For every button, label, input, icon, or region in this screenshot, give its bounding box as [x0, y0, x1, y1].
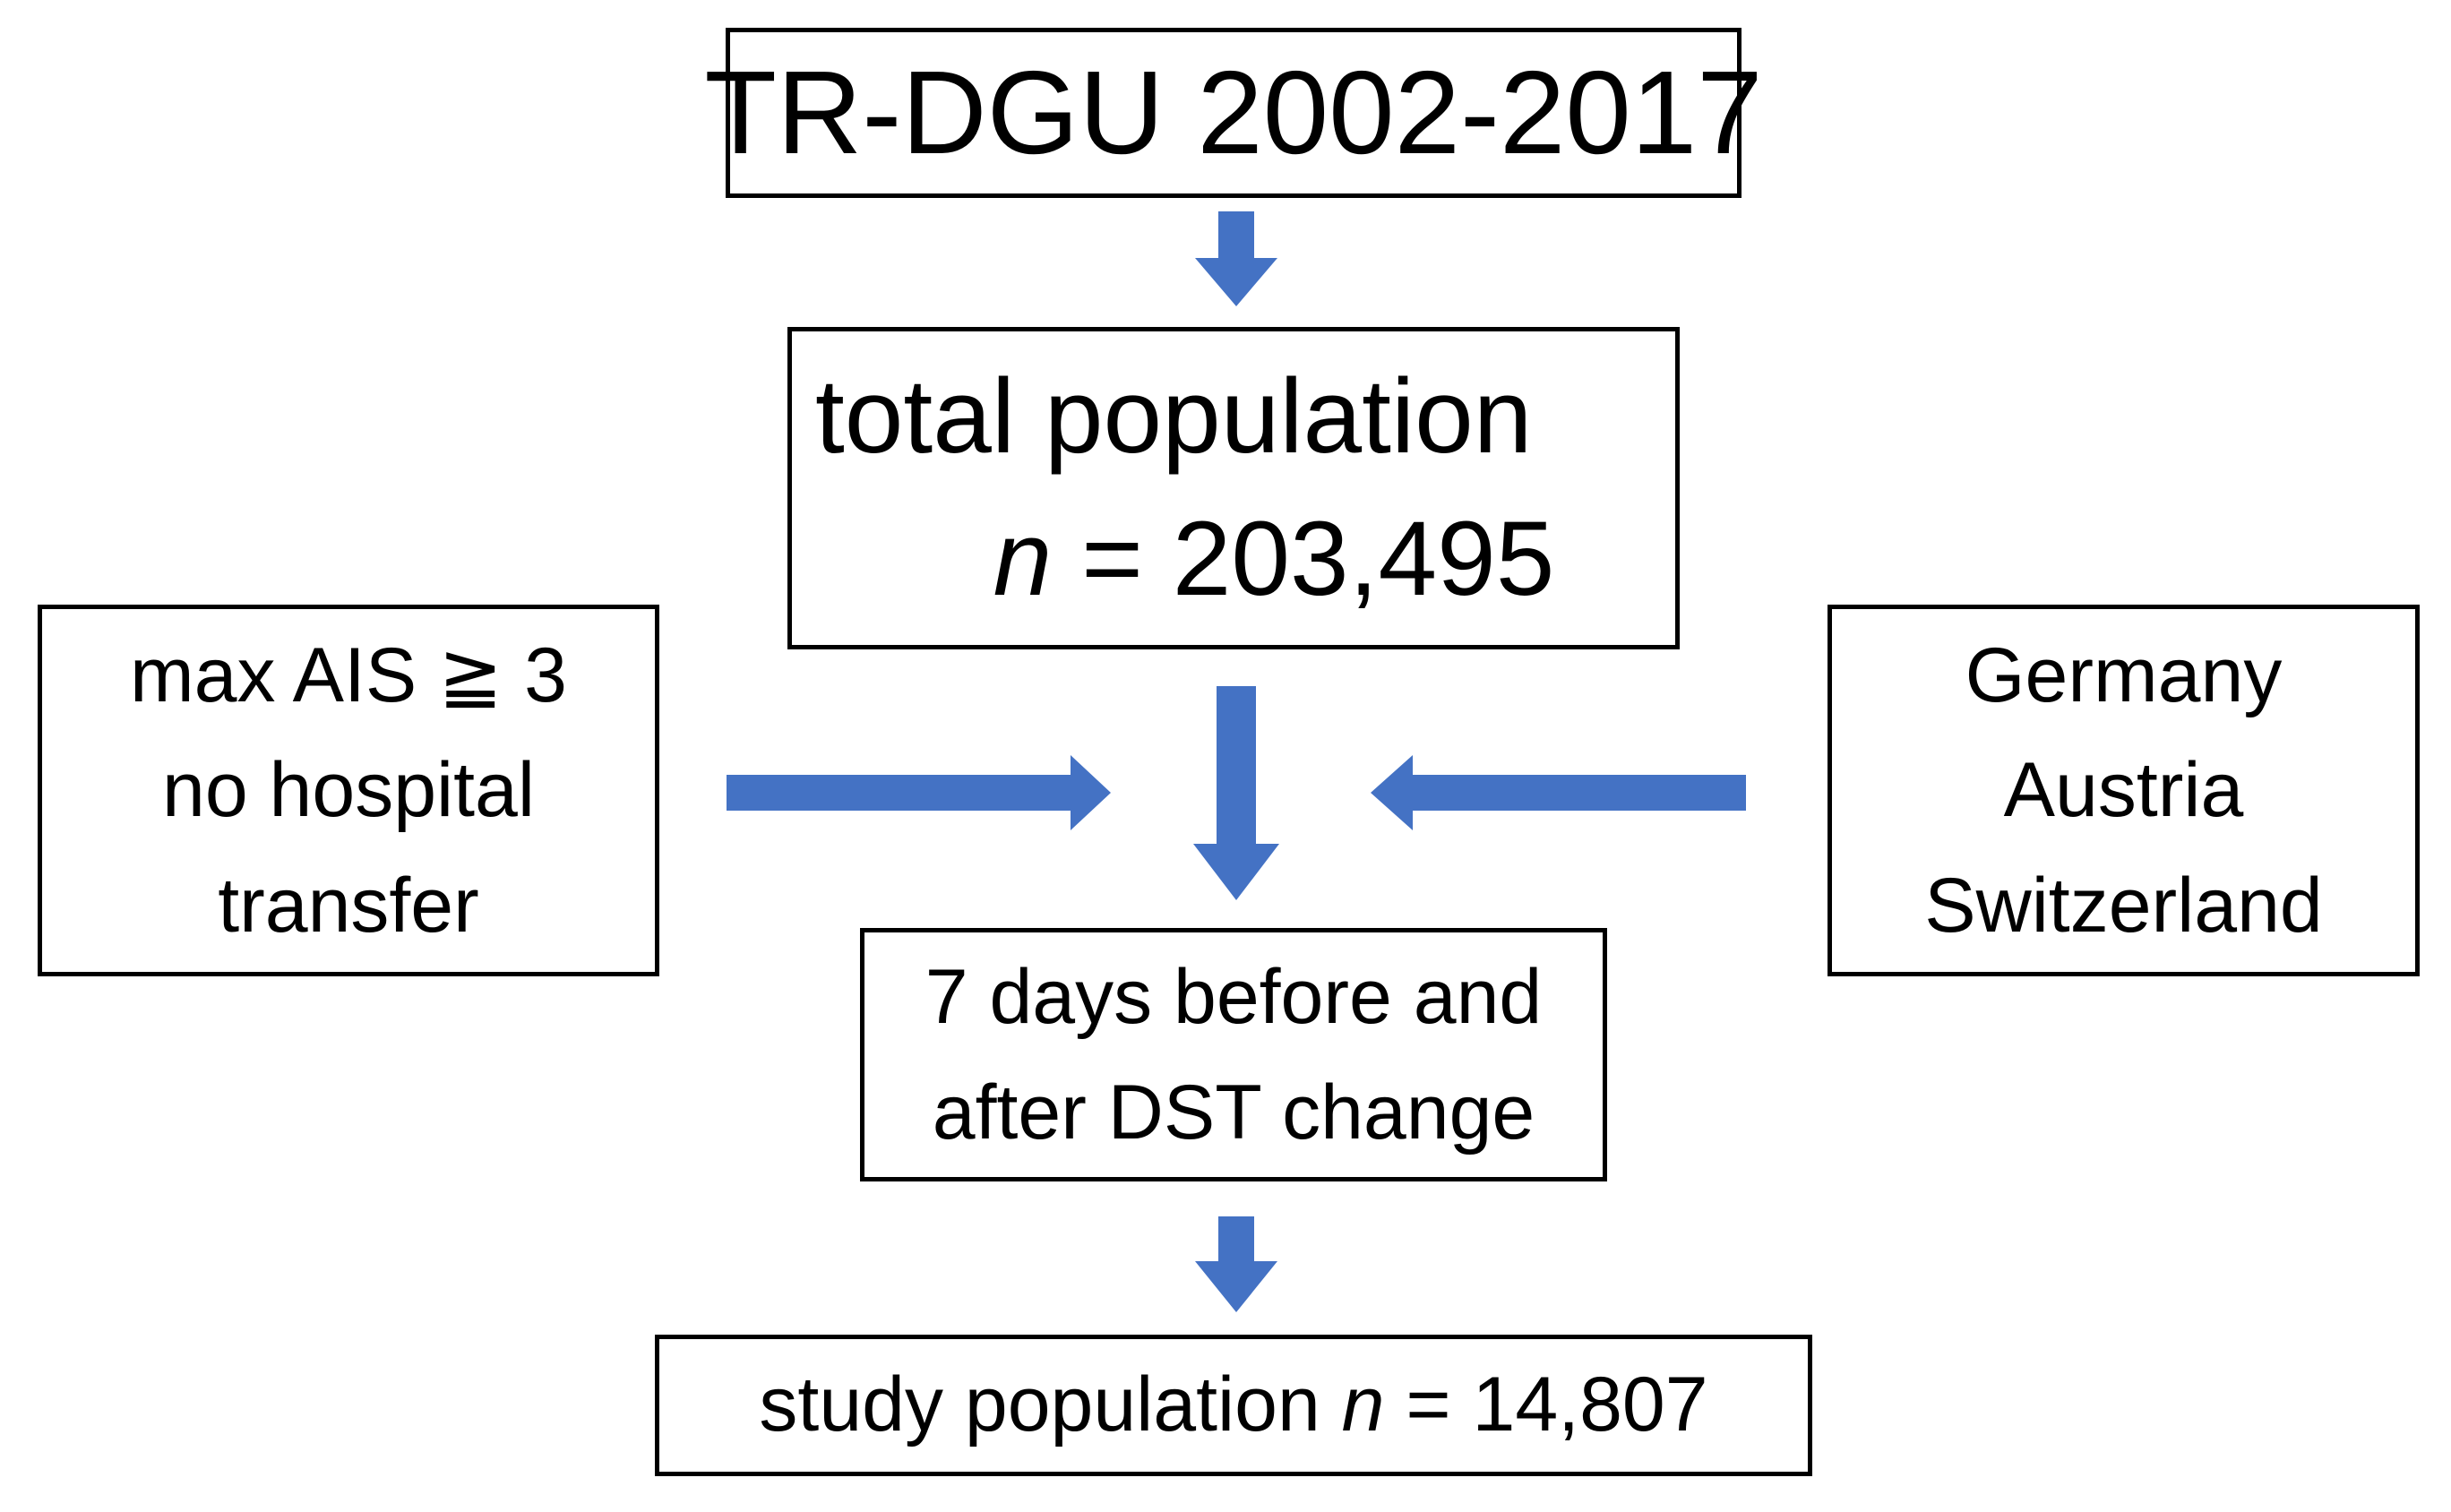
countries-box: Germany Austria Switzerland: [1828, 605, 2420, 976]
country-line: Switzerland: [1924, 862, 2323, 949]
total-population-n-value: = 203,495: [1052, 500, 1555, 618]
arrow-down-total-to-dst: [1193, 686, 1279, 900]
study-population-label: study population: [759, 1362, 1342, 1448]
country-line: Austria: [2003, 747, 2244, 834]
registry-label: TR-DGU 2002-2017: [704, 47, 1763, 179]
dst-window-line: 7 days before and: [924, 954, 1543, 1041]
total-population-label: total population: [815, 357, 1533, 476]
study-population-n-value: = 14,807: [1384, 1362, 1708, 1448]
total-population-n-symbol: n: [993, 500, 1053, 618]
inclusion-criteria-line: transfer: [218, 862, 479, 949]
inclusion-criteria-line: no hospital: [162, 747, 535, 834]
arrow-down-dst-to-study: [1195, 1216, 1277, 1312]
registry-box: TR-DGU 2002-2017: [704, 28, 1763, 198]
arrow-down-registry-to-total: [1195, 211, 1277, 306]
study-population-n-symbol: n: [1341, 1362, 1385, 1448]
total-population-box: total population n = 203,495: [787, 327, 1680, 649]
arrow-left-countries-to-center: [1371, 755, 1746, 830]
total-population-count: n = 203,495: [913, 488, 1555, 631]
dst-window-line: after DST change: [932, 1069, 1535, 1155]
inclusion-criteria-line: max AIS ≧ 3: [130, 632, 567, 719]
study-population-count: study population n = 14,807: [759, 1359, 1707, 1451]
study-population-box: study population n = 14,807: [655, 1335, 1812, 1476]
country-line: Germany: [1965, 632, 2283, 719]
arrow-right-inclusion-to-center: [727, 755, 1111, 830]
dst-window-box: 7 days before and after DST change: [860, 928, 1607, 1181]
inclusion-criteria-box: max AIS ≧ 3 no hospital transfer: [38, 605, 659, 976]
